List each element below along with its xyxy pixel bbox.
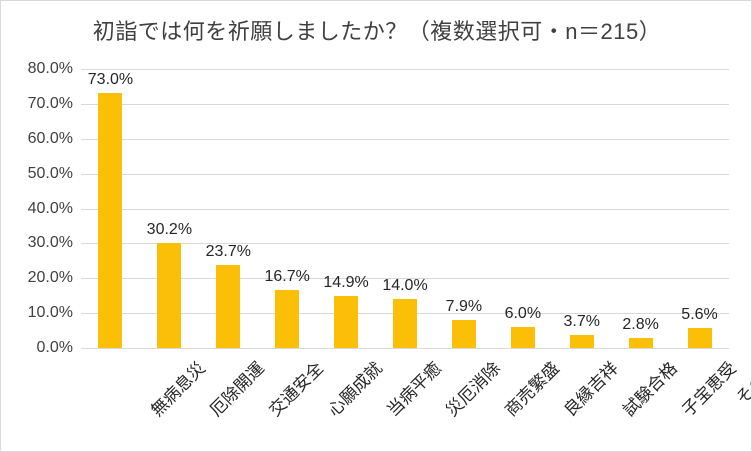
x-axis-category-label: 交通安全 [265,358,328,421]
y-axis-tick-label: 80.0% [27,60,73,77]
bar[interactable] [628,338,653,348]
y-axis-tick-label: 10.0% [27,304,73,322]
x-axis-category-label: 厄除開運 [206,358,269,421]
gridline [81,103,729,105]
gridline [81,138,729,140]
bar-value-label: 6.0% [504,305,542,323]
y-axis-tick-label: 50.0% [27,164,73,182]
y-axis-tick-label: 70.0% [27,94,73,112]
bar[interactable] [98,93,123,348]
y-axis: 0.0% 10.0% 20.0% 30.0% 40.0% 50.0% 60.0% 70.0% 8… [1,60,73,356]
x-axis-category-label: 商売繁盛 [501,358,563,421]
bar[interactable] [216,265,241,348]
gridline [81,243,729,245]
gridline [81,69,729,70]
bar[interactable] [275,289,300,348]
x-axis-category-label: 災厄消除 [442,358,504,421]
bar-value-label: 7.9% [445,298,483,316]
x-axis-labels: 無病息災 厄除開運 交通安全 心願成就 当病平癒 災厄消除 商売繁盛 良縁吉祥 試験合格 子宝恵受… [81,351,751,451]
bar-value-label: 2.8% [622,316,659,334]
x-axis-category-label: 試験合格 [619,358,681,421]
gridline [81,208,729,210]
bar-value-label: 23.7% [205,243,251,261]
plot-area: 73.0% 30.2% 23.7% 16.7% 14.9% 14.0% 7.9% 6.0% 3.… [81,69,729,349]
bar-value-label: 16.7% [264,267,310,285]
bar-value-label: 30.2% [146,220,193,238]
bar[interactable] [334,296,359,348]
bar-value-label: 14.9% [323,274,369,292]
bar[interactable] [569,335,594,348]
bar[interactable] [393,299,417,348]
x-axis-category-label: 良縁吉祥 [560,358,622,421]
bar[interactable] [687,328,712,348]
bar[interactable] [510,327,535,348]
bar[interactable] [451,320,476,348]
x-axis-category-label: 無病息災 [147,358,210,421]
y-axis-tick-label: 40.0% [27,199,73,217]
y-axis-tick-label: 0.0% [36,339,73,356]
bar[interactable] [157,242,182,348]
gridline [81,348,729,349]
gridline [81,278,729,280]
y-axis-tick-label: 20.0% [27,269,73,287]
chart-title: 初詣では何を祈願しましたか？（複数選択可・n＝215） [92,19,662,44]
gridline [81,173,729,175]
x-axis-category-label: 当病平癒 [383,358,446,421]
bar-value-label: 5.6% [681,306,718,324]
y-axis-tick-label: 60.0% [27,129,73,147]
y-axis-tick-label: 30.0% [27,234,73,252]
bar-value-label: 3.7% [563,313,600,331]
bar-value-label: 14.0% [382,277,428,295]
bar-value-label: 73.0% [87,71,134,89]
x-axis-category-label: 心願成就 [324,358,387,421]
